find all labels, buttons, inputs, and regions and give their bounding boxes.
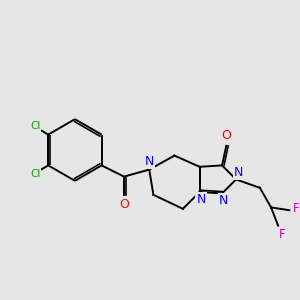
Text: Cl: Cl: [30, 121, 40, 131]
Text: N: N: [234, 166, 244, 179]
Text: F: F: [293, 202, 300, 215]
Text: O: O: [119, 198, 129, 211]
Text: N: N: [196, 193, 206, 206]
Text: F: F: [279, 227, 286, 241]
Text: Cl: Cl: [30, 169, 40, 179]
Text: N: N: [145, 155, 154, 168]
Text: O: O: [221, 130, 231, 142]
Text: N: N: [219, 194, 228, 207]
